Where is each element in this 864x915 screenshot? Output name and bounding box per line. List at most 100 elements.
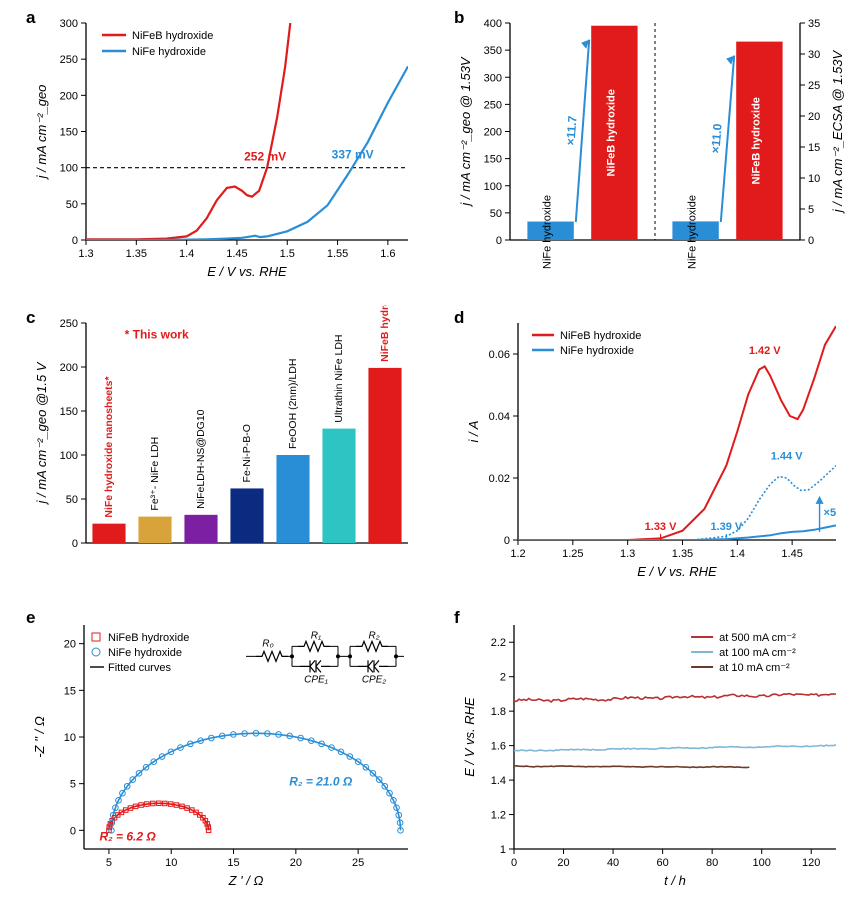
svg-text:0: 0 xyxy=(504,535,510,547)
svg-text:NiFe hydroxide: NiFe hydroxide xyxy=(132,46,206,58)
svg-text:0: 0 xyxy=(511,857,517,869)
svg-text:1.4: 1.4 xyxy=(491,775,506,787)
svg-text:50: 50 xyxy=(66,199,78,211)
svg-text:80: 80 xyxy=(706,857,718,869)
svg-text:10: 10 xyxy=(165,857,177,869)
svg-text:50: 50 xyxy=(66,494,78,506)
svg-text:R₂ = 21.0 Ω: R₂ = 21.0 Ω xyxy=(289,775,353,789)
svg-text:1.55: 1.55 xyxy=(327,248,348,260)
svg-text:1.3: 1.3 xyxy=(620,548,635,560)
svg-text:Z ' / Ω: Z ' / Ω xyxy=(228,873,264,888)
svg-text:NiFeB hydroxide: NiFeB hydroxide xyxy=(750,97,762,184)
svg-text:* This work: * This work xyxy=(125,327,189,341)
svg-text:25: 25 xyxy=(808,80,820,92)
svg-text:0.06: 0.06 xyxy=(489,349,510,361)
svg-text:15: 15 xyxy=(64,685,76,697)
svg-text:2.2: 2.2 xyxy=(491,637,506,649)
svg-text:E / V vs. RHE: E / V vs. RHE xyxy=(637,564,717,579)
svg-text:R₂ = 6.2 Ω: R₂ = 6.2 Ω xyxy=(99,830,156,844)
svg-text:1.45: 1.45 xyxy=(781,548,802,560)
svg-text:×11.0: ×11.0 xyxy=(708,123,724,154)
svg-text:60: 60 xyxy=(656,857,668,869)
svg-text:NiFeB hydroxide: NiFeB hydroxide xyxy=(108,632,189,644)
svg-text:j / mA cm⁻²_ECSA @ 1.53V: j / mA cm⁻²_ECSA @ 1.53V xyxy=(830,49,845,214)
svg-text:CPE₂: CPE₂ xyxy=(362,674,387,685)
svg-text:1.3: 1.3 xyxy=(78,248,93,260)
svg-text:25: 25 xyxy=(352,857,364,869)
svg-text:Fe-Ni-P-B-O: Fe-Ni-P-B-O xyxy=(241,424,253,482)
svg-text:35: 35 xyxy=(808,18,820,30)
svg-text:a: a xyxy=(26,8,36,27)
svg-text:30: 30 xyxy=(808,49,820,61)
svg-text:at 500 mA cm⁻²: at 500 mA cm⁻² xyxy=(719,632,796,644)
svg-text:NiFeB hydroxide: NiFeB hydroxide xyxy=(560,330,641,342)
svg-text:NiFeB hydroxide: NiFeB hydroxide xyxy=(605,89,617,176)
svg-text:×5: ×5 xyxy=(824,507,837,519)
svg-text:50: 50 xyxy=(490,208,502,220)
svg-text:1.39 V: 1.39 V xyxy=(710,521,742,533)
svg-text:at 10 mA cm⁻²: at 10 mA cm⁻² xyxy=(719,662,790,674)
svg-text:Ultrathin NiFe LDH: Ultrathin NiFe LDH xyxy=(333,334,345,422)
svg-text:2: 2 xyxy=(500,672,506,684)
svg-text:400: 400 xyxy=(484,18,502,30)
panel-d: d1.21.251.31.351.41.4500.020.040.06E / V… xyxy=(448,305,848,585)
svg-text:t / h: t / h xyxy=(664,873,686,888)
svg-text:1.6: 1.6 xyxy=(380,248,395,260)
svg-text:NiFe hydroxide: NiFe hydroxide xyxy=(542,195,554,269)
svg-text:1.4: 1.4 xyxy=(179,248,194,260)
svg-text:300: 300 xyxy=(484,72,502,84)
svg-text:j / mA cm⁻²_geo @1.5 V: j / mA cm⁻²_geo @1.5 V xyxy=(34,361,49,505)
svg-text:NiFeLDH-NS@DG10: NiFeLDH-NS@DG10 xyxy=(195,409,207,509)
svg-text:100: 100 xyxy=(753,857,771,869)
svg-text:15: 15 xyxy=(808,142,820,154)
svg-text:1.44 V: 1.44 V xyxy=(771,451,803,463)
svg-text:1.25: 1.25 xyxy=(562,548,583,560)
svg-text:5: 5 xyxy=(106,857,112,869)
svg-text:j / mA cm⁻²_geo @ 1.53V: j / mA cm⁻²_geo @ 1.53V xyxy=(458,56,473,208)
svg-text:150: 150 xyxy=(60,127,78,139)
svg-text:0.02: 0.02 xyxy=(489,473,510,485)
svg-text:1.42 V: 1.42 V xyxy=(749,345,781,357)
svg-text:at 100 mA cm⁻²: at 100 mA cm⁻² xyxy=(719,647,796,659)
svg-text:20: 20 xyxy=(557,857,569,869)
panel-f: f02040608010012011.21.41.61.822.2t / hE … xyxy=(448,605,848,895)
svg-text:×11.7: ×11.7 xyxy=(563,115,579,146)
svg-text:0: 0 xyxy=(70,825,76,837)
svg-text:R₂: R₂ xyxy=(368,630,379,641)
svg-text:300: 300 xyxy=(60,18,78,30)
svg-text:1.35: 1.35 xyxy=(126,248,147,260)
figure-root: a1.31.351.41.451.51.551.6050100150200250… xyxy=(0,0,864,915)
panel-b: b050100150200250300350400j / mA cm⁻²_geo… xyxy=(448,5,848,285)
svg-text:20: 20 xyxy=(64,639,76,651)
svg-text:200: 200 xyxy=(60,362,78,374)
svg-text:200: 200 xyxy=(484,127,502,139)
svg-text:-Z '' / Ω: -Z '' / Ω xyxy=(32,716,47,758)
svg-text:15: 15 xyxy=(227,857,239,869)
panel-c: c050100150200250j / mA cm⁻²_geo @1.5 VNi… xyxy=(20,305,420,585)
svg-text:NiFe hydroxide: NiFe hydroxide xyxy=(687,195,699,269)
svg-text:100: 100 xyxy=(60,450,78,462)
svg-text:1.2: 1.2 xyxy=(510,548,525,560)
svg-text:R₀: R₀ xyxy=(262,638,273,649)
svg-text:10: 10 xyxy=(808,173,820,185)
svg-text:1.5: 1.5 xyxy=(280,248,295,260)
svg-text:1.2: 1.2 xyxy=(491,810,506,822)
svg-text:100: 100 xyxy=(484,181,502,193)
svg-text:NiFeB hydroxide nanosheets*: NiFeB hydroxide nanosheets* xyxy=(379,305,391,362)
svg-text:Fe³⁺- NiFe LDH: Fe³⁺- NiFe LDH xyxy=(149,437,161,511)
panel-a: a1.31.351.41.451.51.551.6050100150200250… xyxy=(20,5,420,285)
svg-text:i / A: i / A xyxy=(466,421,481,443)
svg-text:250: 250 xyxy=(60,318,78,330)
svg-text:337 mV: 337 mV xyxy=(332,147,374,161)
svg-text:NiFe hydroxide: NiFe hydroxide xyxy=(108,647,182,659)
svg-text:250: 250 xyxy=(60,54,78,66)
svg-text:120: 120 xyxy=(802,857,820,869)
svg-text:0: 0 xyxy=(72,538,78,550)
svg-text:1.45: 1.45 xyxy=(226,248,247,260)
svg-text:E / V vs. RHE: E / V vs. RHE xyxy=(462,697,477,777)
svg-text:f: f xyxy=(454,608,460,627)
svg-text:b: b xyxy=(454,8,464,27)
svg-text:1.4: 1.4 xyxy=(730,548,745,560)
svg-text:20: 20 xyxy=(290,857,302,869)
svg-text:200: 200 xyxy=(60,90,78,102)
